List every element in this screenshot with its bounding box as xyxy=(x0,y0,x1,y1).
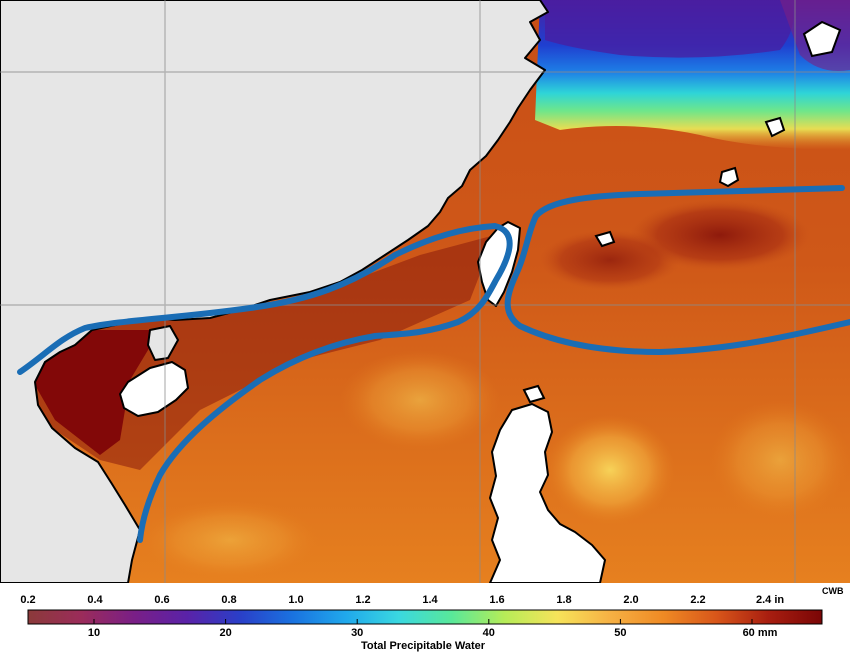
legend-color-bar xyxy=(27,609,823,625)
dry-slot-luzon xyxy=(545,415,675,525)
precipitable-water-map xyxy=(0,0,850,583)
mm-tick-label: 10 xyxy=(88,627,100,639)
inch-tick-label: 0.6 xyxy=(154,594,169,606)
mm-tick-label: 40 xyxy=(483,627,495,639)
inch-tick-label: 2.0 xyxy=(623,594,638,606)
legend-credit: CWB xyxy=(822,586,844,596)
land-islet-4 xyxy=(802,20,842,58)
dry-slot-south xyxy=(340,350,500,450)
precipitable-water-legend: CWB 0.2 0.4 0.6 0.8 1.0 1.2 1.4 1.6 1.8 2.0 2.2 2.4… xyxy=(20,586,844,652)
land-islet-2 xyxy=(594,230,616,248)
legend-bar-fill xyxy=(27,609,823,625)
inch-tick-label: 0.8 xyxy=(221,594,236,606)
gulf-tonkin-moist xyxy=(35,330,160,455)
legend-mm-ticks: 10 20 30 40 50 60 mm xyxy=(88,619,778,639)
dry-slot-se xyxy=(710,400,850,520)
inch-tick-label: 1.8 xyxy=(556,594,571,606)
land-islet-5 xyxy=(522,384,546,404)
land-luzon xyxy=(489,403,606,583)
mm-tick-label: 50 xyxy=(614,627,626,639)
north-dry-core xyxy=(545,0,794,58)
moist-core-east2 xyxy=(540,230,680,290)
mm-tick-label: 60 mm xyxy=(743,627,778,639)
inch-tick-label: 0.2 xyxy=(20,594,35,606)
inch-tick-label: 2.2 xyxy=(690,594,705,606)
mm-tick-label: 30 xyxy=(351,627,363,639)
inch-tick-label: 1.4 xyxy=(422,594,438,606)
land-mainland xyxy=(0,0,549,583)
land-islet-3 xyxy=(764,116,786,138)
land-islet-1 xyxy=(718,166,740,188)
inch-tick-label: 2.4 in xyxy=(756,594,784,606)
mm-tick-label: 20 xyxy=(219,627,231,639)
inch-tick-label: 1.0 xyxy=(288,594,303,606)
inch-tick-label: 0.4 xyxy=(87,594,103,606)
land-leizhou xyxy=(147,325,179,361)
inch-tick-label: 1.6 xyxy=(489,594,504,606)
graticule xyxy=(0,0,850,583)
boundary-north xyxy=(17,223,513,543)
dry-slot-sw xyxy=(140,500,320,580)
boundary-east xyxy=(504,185,850,355)
moisture-boundary-lines xyxy=(17,185,850,543)
legend-title: Total Precipitable Water xyxy=(361,640,486,652)
inch-tick-label: 1.2 xyxy=(355,594,370,606)
